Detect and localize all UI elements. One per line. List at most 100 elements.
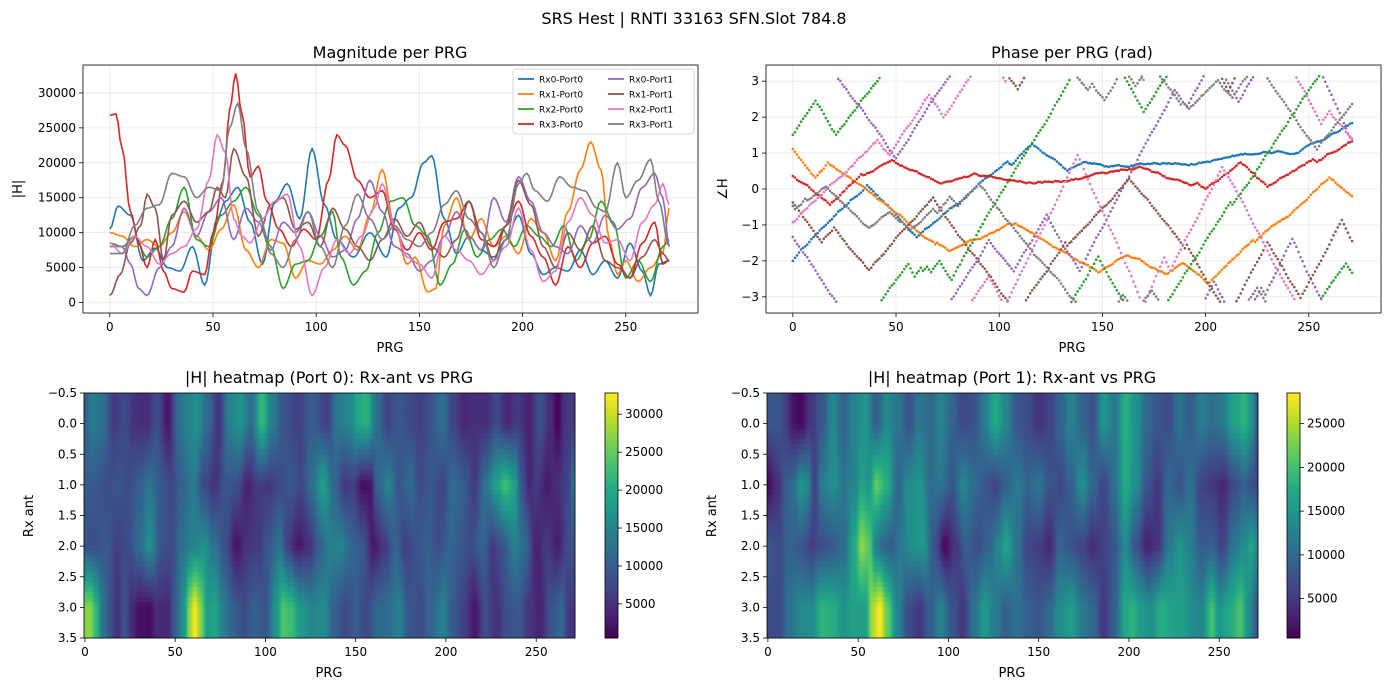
phase-point xyxy=(1295,108,1298,111)
phase-point xyxy=(1308,89,1311,92)
phase-point xyxy=(1338,112,1341,115)
phase-point xyxy=(1045,219,1048,222)
phase-point xyxy=(1134,95,1137,98)
phase-point xyxy=(820,194,823,197)
phase-point xyxy=(1068,295,1071,298)
phase-point xyxy=(866,116,869,119)
phase-point xyxy=(903,268,906,271)
phase-point xyxy=(1332,234,1335,237)
phase-point xyxy=(1099,205,1102,208)
phase-point xyxy=(1169,88,1172,91)
phase-point xyxy=(973,238,976,241)
y-tick-label: 0 xyxy=(68,296,76,310)
phase-point xyxy=(1324,116,1327,119)
phase-point xyxy=(1159,215,1162,218)
phase-point xyxy=(856,178,859,181)
phase-point xyxy=(1287,277,1290,280)
phase-point xyxy=(1010,175,1013,178)
heatmap-port0-title: |H| heatmap (Port 0): Rx-ant vs PRG xyxy=(185,368,473,387)
phase-point xyxy=(1180,241,1183,244)
phase-point xyxy=(1161,218,1164,221)
phase-point xyxy=(1089,183,1092,186)
phase-point xyxy=(1031,142,1034,145)
phase-point xyxy=(1186,235,1189,238)
phase-point xyxy=(876,259,879,262)
phase-point xyxy=(1004,297,1007,300)
phase-point xyxy=(864,113,867,116)
phase-point xyxy=(932,196,935,199)
phase-point xyxy=(887,290,890,293)
phase-point xyxy=(1326,288,1329,291)
phase-point xyxy=(988,276,991,279)
phase-point xyxy=(915,170,918,173)
phase-point xyxy=(839,235,842,238)
phase-point xyxy=(1345,131,1348,134)
phase-point xyxy=(884,203,887,206)
phase-point xyxy=(1167,299,1170,302)
phase-point xyxy=(1223,88,1226,91)
phase-point xyxy=(1021,81,1024,84)
phase-point xyxy=(1225,86,1228,89)
phase-point xyxy=(858,257,861,260)
phase-point xyxy=(1223,82,1226,85)
phase-point xyxy=(889,211,892,214)
phase-point xyxy=(1310,86,1313,89)
phase-point xyxy=(1023,77,1026,80)
phase-point xyxy=(998,253,1001,256)
phase-point xyxy=(963,279,966,282)
phase-point xyxy=(1178,238,1181,241)
phase-point xyxy=(804,115,807,118)
phase-point xyxy=(1229,86,1232,89)
phase-point xyxy=(1124,77,1127,80)
phase-point xyxy=(1299,101,1302,104)
phase-point xyxy=(1002,189,1005,192)
phase-point xyxy=(814,269,817,272)
phase-point xyxy=(917,222,920,225)
magnitude-yticks: 050001000015000200002500030000 xyxy=(38,86,83,310)
phase-point xyxy=(1244,164,1247,167)
phase-point xyxy=(986,234,989,237)
phase-point xyxy=(1000,299,1003,302)
phase-point xyxy=(1002,295,1005,298)
phase-point xyxy=(920,118,923,121)
phase-point xyxy=(1060,94,1063,97)
phase-point xyxy=(1008,264,1011,267)
phase-point xyxy=(1252,268,1255,271)
phase-point xyxy=(1142,111,1145,114)
phase-point xyxy=(1299,256,1302,259)
phase-point xyxy=(932,267,935,270)
phase-point xyxy=(1159,84,1162,87)
phase-point xyxy=(1343,189,1346,192)
phase-point xyxy=(1144,142,1147,145)
phase-point xyxy=(1010,267,1013,270)
phase-point xyxy=(1198,183,1201,186)
phase-point xyxy=(979,287,982,290)
phase-point xyxy=(833,181,836,184)
phase-point xyxy=(963,197,966,200)
phase-point xyxy=(804,164,807,167)
phase-point xyxy=(1006,262,1009,265)
phase-point xyxy=(924,268,927,271)
phase-point xyxy=(866,184,869,187)
phase-point xyxy=(887,205,890,208)
phase-point xyxy=(1266,249,1269,252)
phase-point xyxy=(1130,180,1133,183)
phase-point xyxy=(1250,178,1253,181)
phase-point xyxy=(1248,276,1251,279)
phase-point xyxy=(1351,140,1354,143)
phase-point xyxy=(872,84,875,87)
phase-point xyxy=(1279,262,1282,265)
phase-point xyxy=(841,208,844,211)
phase-point xyxy=(818,106,821,109)
phase-point xyxy=(1074,236,1077,239)
legend-label: Rx3-Port1 xyxy=(629,121,673,131)
phase-point xyxy=(837,131,840,134)
phase-point xyxy=(884,250,887,253)
phase-point xyxy=(1041,126,1044,129)
phase-point xyxy=(1208,233,1211,236)
phase-point xyxy=(1305,94,1308,97)
phase-point xyxy=(1058,252,1061,255)
phase-point xyxy=(1295,290,1298,293)
phase-point xyxy=(872,170,875,173)
phase-point xyxy=(1336,273,1339,276)
